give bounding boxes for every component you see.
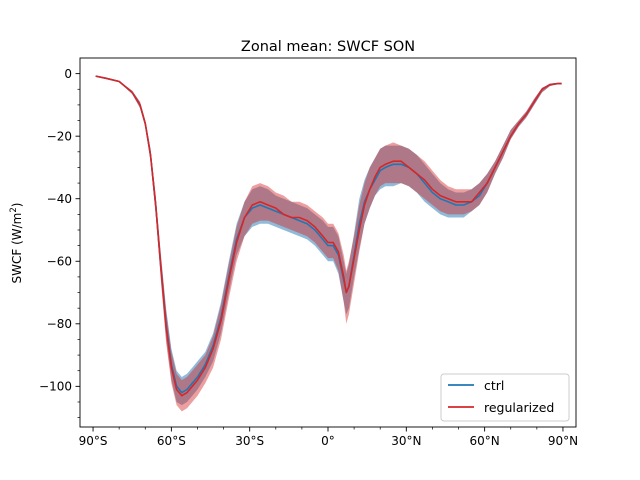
x-tick-label: 30°N <box>391 434 421 448</box>
legend-label-regularized: regularized <box>484 400 554 415</box>
x-tick-label: 60°S <box>157 434 186 448</box>
x-tick-label: 90°N <box>548 434 578 448</box>
y-tick-label: −40 <box>47 192 72 206</box>
y-axis-label: SWCF (W/m2) <box>9 203 24 284</box>
x-tick-label: 30°S <box>235 434 264 448</box>
series-line-regularized <box>95 75 562 397</box>
y-axis-label-close: ) <box>10 203 24 208</box>
x-tick-label: 0° <box>321 434 335 448</box>
legend: ctrl regularized <box>440 373 570 422</box>
series-line-ctrl <box>95 75 562 394</box>
y-tick-label: −20 <box>47 129 72 143</box>
chart-title: Zonal mean: SWCF SON <box>241 39 415 55</box>
x-tick-label: 90°S <box>79 434 108 448</box>
y-tick-label: −100 <box>39 380 72 394</box>
y-axis: 0 −20 −40 −60 −80 −100 <box>39 67 80 418</box>
y-tick-label: −80 <box>47 317 72 331</box>
band-regularized <box>95 75 562 412</box>
x-axis: 90°S 60°S 30°S 0° 30°N 60°N 90°N <box>79 427 578 448</box>
plot-area <box>95 75 562 412</box>
band-ctrl <box>95 75 562 406</box>
y-axis-label-main: SWCF (W/m <box>10 213 24 284</box>
x-tick-label: 60°N <box>470 434 500 448</box>
y-tick-label: −60 <box>47 255 72 269</box>
y-axis-label-superscript: 2 <box>9 207 19 212</box>
y-tick-label: 0 <box>64 67 72 81</box>
legend-label-ctrl: ctrl <box>484 378 504 393</box>
